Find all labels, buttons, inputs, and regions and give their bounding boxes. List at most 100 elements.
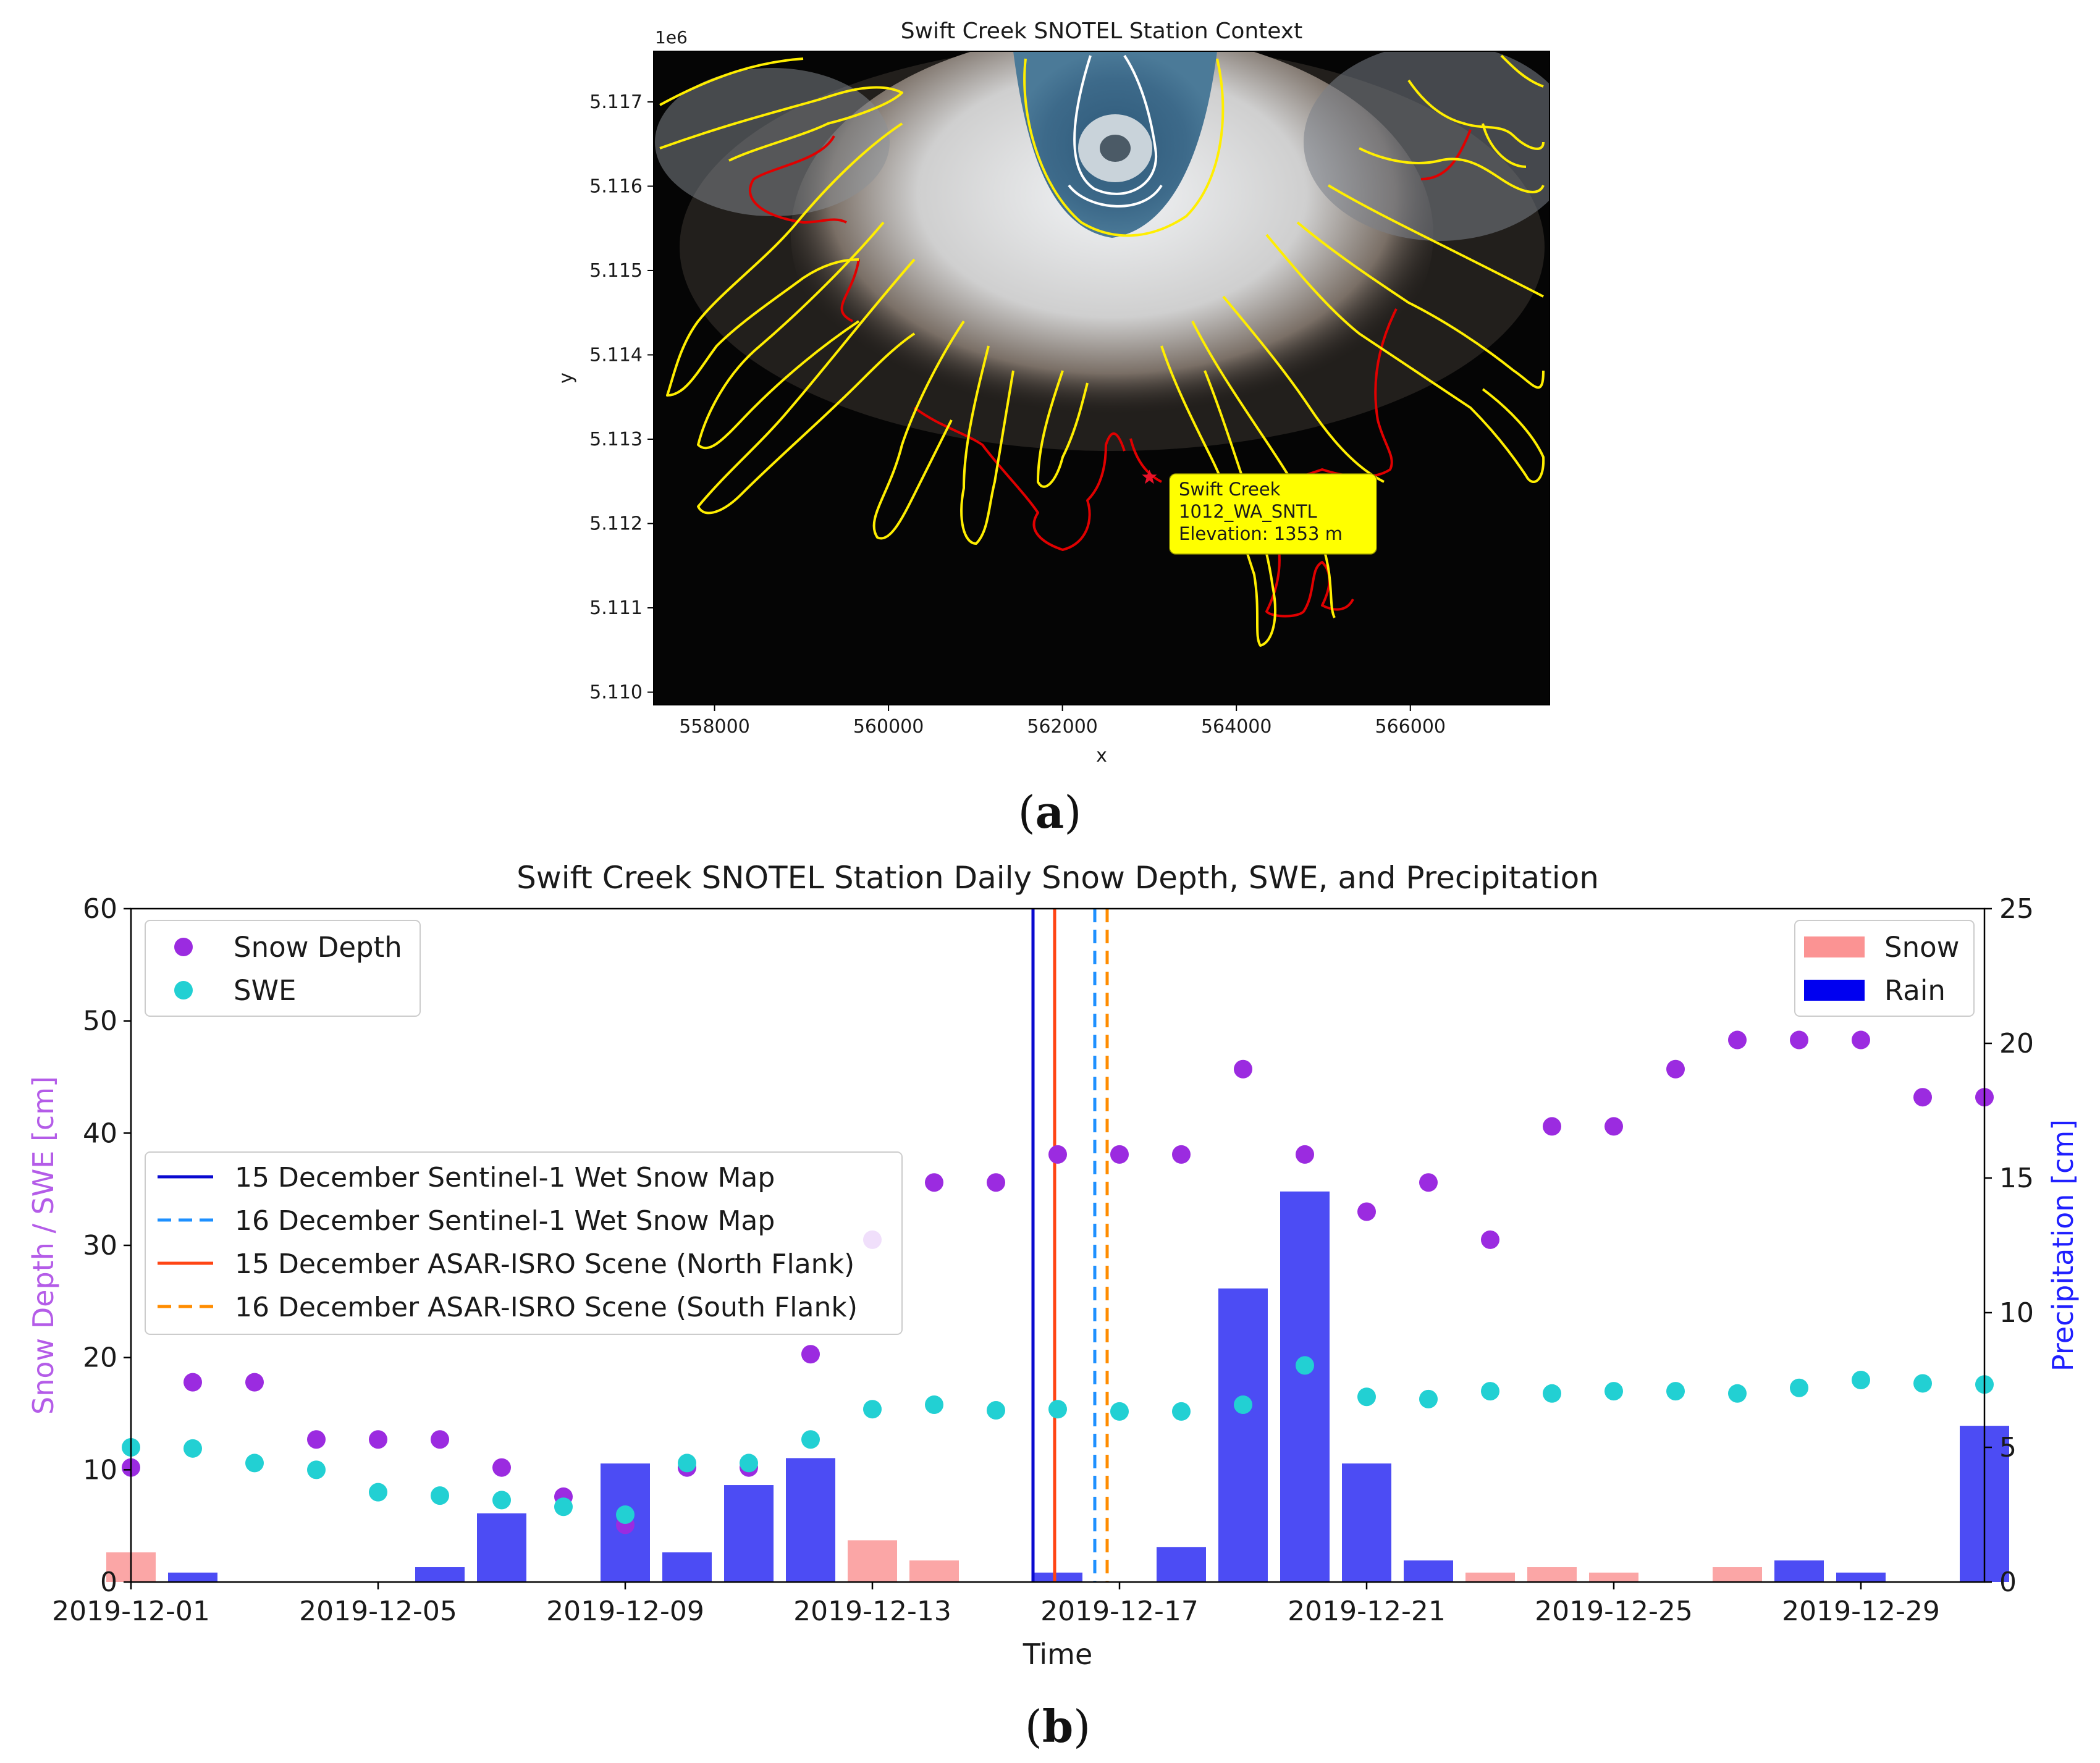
swe-point	[1605, 1382, 1623, 1401]
legend-snow-depth-label: Snow Depth	[234, 931, 402, 964]
map-y-tick-label: 5.116	[589, 175, 643, 197]
map-y-tick-label: 5.110	[589, 682, 643, 704]
y-right-tick-label: 5	[1999, 1432, 2017, 1463]
rain-bar	[415, 1567, 465, 1582]
legend-line-label-s1-15: 15 December Sentinel-1 Wet Snow Map	[235, 1162, 775, 1193]
snow-bar	[1589, 1572, 1638, 1582]
legend-swe-swatch	[174, 981, 193, 999]
satellite-image	[654, 51, 1550, 705]
y-right-tick-label: 20	[1999, 1028, 2034, 1059]
x-axis-label: Time	[1023, 1638, 1093, 1671]
legend-bars: Snow Rain	[1794, 920, 1975, 1017]
swe-point	[925, 1395, 943, 1414]
y-right-tick-label: 15	[1999, 1163, 2034, 1194]
rain-bar	[477, 1513, 526, 1582]
map-title: Swift Creek SNOTEL Station Context	[901, 19, 1302, 44]
snow-depth-point	[801, 1345, 820, 1364]
panel-a-map: Swift Creek SNOTEL Station Context	[555, 19, 1550, 838]
map-x-tick-label: 564000	[1201, 716, 1272, 738]
yellow-outlines	[659, 54, 1545, 647]
crater-contours	[1068, 54, 1163, 208]
station-annotation: Swift Creek 1012_WA_SNTL Elevation: 1353…	[1169, 473, 1377, 555]
swe-point	[307, 1460, 326, 1479]
map-y-tick-label: 5.112	[589, 513, 643, 534]
x-tick-label: 2019-12-29	[1782, 1596, 1940, 1627]
map-y-tick-label: 5.115	[589, 260, 643, 282]
swe-point	[431, 1486, 449, 1505]
swe-point	[1234, 1395, 1252, 1414]
swe-point	[1852, 1371, 1870, 1389]
snow-depth-point	[1481, 1230, 1499, 1249]
rain-bar	[1157, 1547, 1206, 1582]
map-y-ticks: 5.110 5.111 5.112 5.113 5.114 5.115 5.116 5.117	[589, 91, 654, 704]
y-right-tick-label: 25	[1999, 893, 2034, 925]
map-x-tick-label: 560000	[853, 716, 924, 738]
swe-point	[1913, 1374, 1932, 1393]
y-offset-label: 1e6	[655, 27, 688, 48]
rain-bar	[1218, 1288, 1268, 1582]
y-axis-label-left: Snow Depth / SWE [cm]	[27, 1076, 60, 1415]
acquisition-lines	[1031, 909, 1109, 1582]
rain-bar	[1280, 1191, 1330, 1582]
legend-line-label-asar-16: 16 December ASAR-ISRO Scene (South Flank…	[235, 1292, 858, 1323]
snow-depth-point	[1605, 1117, 1623, 1136]
y-right-tick-label: 0	[1999, 1567, 2017, 1598]
legend-line-label-asar-15: 15 December ASAR-ISRO Scene (North Flank…	[235, 1248, 854, 1280]
caption-b: (b)	[1025, 1700, 1091, 1752]
snow-depth-point	[987, 1173, 1005, 1192]
x-tick-label: 2019-12-01	[52, 1596, 210, 1627]
rain-bar	[1404, 1560, 1453, 1582]
y-left-tick-label: 60	[83, 893, 117, 925]
station-id: 1012_WA_SNTL	[1179, 501, 1317, 522]
station-label-box	[1169, 473, 1377, 555]
x-tick-label: 2019-12-09	[546, 1596, 704, 1627]
snow-bar	[909, 1560, 959, 1582]
legend-line-label-s1-16: 16 December Sentinel-1 Wet Snow Map	[235, 1205, 775, 1237]
map-x-tick-label: 558000	[679, 716, 750, 738]
y-left-tick-label: 40	[83, 1117, 117, 1149]
swe-point	[1728, 1384, 1747, 1403]
snow-depth-point	[1234, 1059, 1252, 1079]
snow-depth-point	[1852, 1030, 1870, 1050]
rain-bar	[1836, 1572, 1886, 1582]
x-tick-label: 2019-12-17	[1040, 1596, 1199, 1627]
swe-point	[1543, 1384, 1561, 1403]
swe-point	[616, 1505, 635, 1524]
swe-point	[1419, 1389, 1438, 1408]
swe-point	[1172, 1402, 1191, 1421]
x-tick-label: 2019-12-25	[1535, 1596, 1693, 1627]
rain-bar	[662, 1552, 712, 1582]
snow-depth-point	[1790, 1030, 1808, 1050]
swe-point	[1048, 1400, 1067, 1419]
snow-depth-point	[1357, 1202, 1376, 1221]
snow-depth-point	[1913, 1088, 1932, 1107]
snow-depth-point	[1419, 1173, 1438, 1192]
legend-snow-swatch	[1804, 936, 1865, 957]
y-left-tick-label: 10	[83, 1454, 117, 1486]
legend-rain-swatch	[1804, 980, 1865, 1001]
x-ticks: 2019-12-01 2019-12-05 2019-12-09 2019-12-13…	[52, 1582, 1940, 1627]
station-name: Swift Creek	[1179, 479, 1281, 500]
panel-b-chart: Swift Creek SNOTEL Station Daily Snow De…	[27, 860, 2080, 1752]
rain-bar	[786, 1458, 835, 1582]
y-left-tick-label: 30	[83, 1230, 117, 1261]
snow-depth-point	[1110, 1145, 1129, 1164]
map-x-tick-label: 566000	[1375, 716, 1446, 738]
map-x-ticks: 558000 560000 562000 564000 566000	[679, 705, 1446, 738]
y-ticks-left: 0 10 20 30 40 50 60	[83, 893, 131, 1598]
caption-b-letter: b	[1042, 1700, 1073, 1752]
swe-point	[1296, 1356, 1314, 1375]
chart-title: Swift Creek SNOTEL Station Daily Snow De…	[517, 860, 1599, 896]
swe-point	[987, 1401, 1005, 1420]
snow-depth-point	[492, 1458, 511, 1477]
legend-markers: Snow Depth SWE	[145, 920, 421, 1017]
map-x-label: x	[1096, 745, 1107, 767]
snow-bar	[1527, 1567, 1577, 1582]
swe-point	[1110, 1402, 1129, 1421]
legend-swe-label: SWE	[234, 974, 297, 1007]
snow-depth-point	[245, 1373, 264, 1392]
caption-a-letter: a	[1035, 786, 1065, 838]
legend-lines: 15 December Sentinel-1 Wet Snow Map 16 D…	[145, 1151, 903, 1335]
swe-point	[863, 1400, 882, 1419]
